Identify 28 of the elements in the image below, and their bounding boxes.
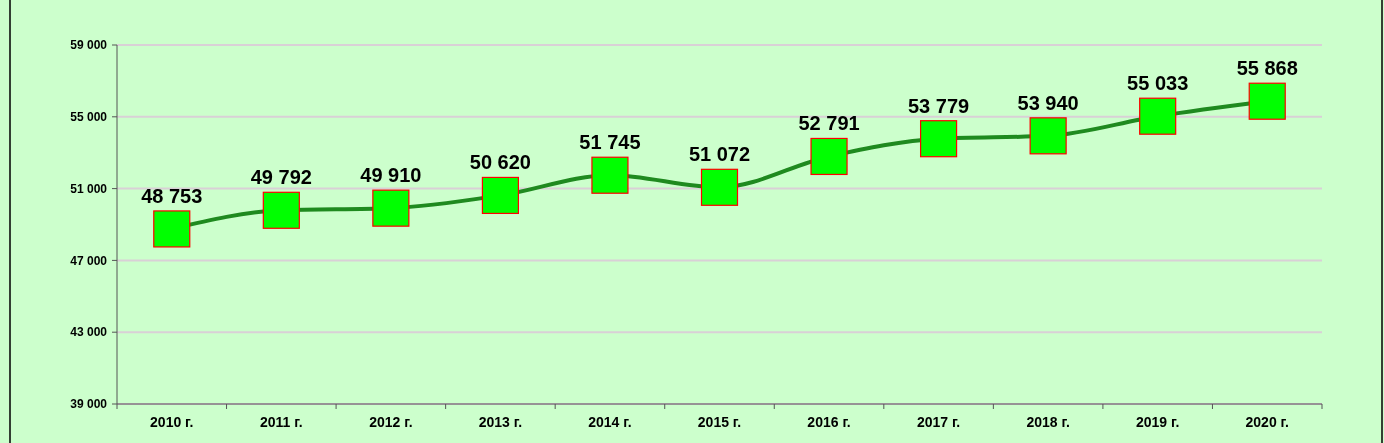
- data-label: 49 910: [360, 164, 422, 187]
- data-label: 51 745: [579, 131, 641, 154]
- data-label: 48 753: [141, 184, 203, 207]
- data-label: 52 791: [798, 112, 860, 135]
- x-tick-label: 2011 г.: [260, 414, 303, 430]
- data-label: 50 620: [469, 151, 531, 174]
- data-label: 55 868: [1236, 57, 1298, 80]
- x-tick-label: 2019 г.: [1136, 414, 1180, 430]
- x-tick-label: 2010 г.: [150, 414, 194, 430]
- data-label: 55 033: [1127, 72, 1189, 95]
- data-label: 53 779: [908, 94, 970, 117]
- y-tick-label: 59 000: [70, 38, 108, 53]
- y-tick-label: 43 000: [70, 325, 108, 340]
- y-tick-label: 51 000: [70, 181, 108, 196]
- x-tick-label: 2015 г.: [697, 414, 742, 430]
- y-tick-label: 39 000: [70, 397, 108, 412]
- x-tick-label: 2016 г.: [807, 414, 851, 430]
- data-label: 49 792: [250, 166, 312, 189]
- y-tick-label: 55 000: [70, 110, 108, 124]
- y-tick-label: 47 000: [70, 253, 108, 268]
- x-tick-label: 2013 г.: [478, 414, 523, 430]
- data-label: 51 072: [688, 143, 751, 166]
- x-tick-label: 2020 г.: [1245, 414, 1289, 430]
- data-label: 53 940: [1017, 91, 1079, 114]
- x-tick-label: 2018 г.: [1026, 414, 1070, 430]
- x-tick-label: 2017 г.: [916, 414, 961, 430]
- x-tick-label: 2012 г.: [369, 414, 413, 430]
- x-tick-label: 2014 г.: [588, 414, 632, 430]
